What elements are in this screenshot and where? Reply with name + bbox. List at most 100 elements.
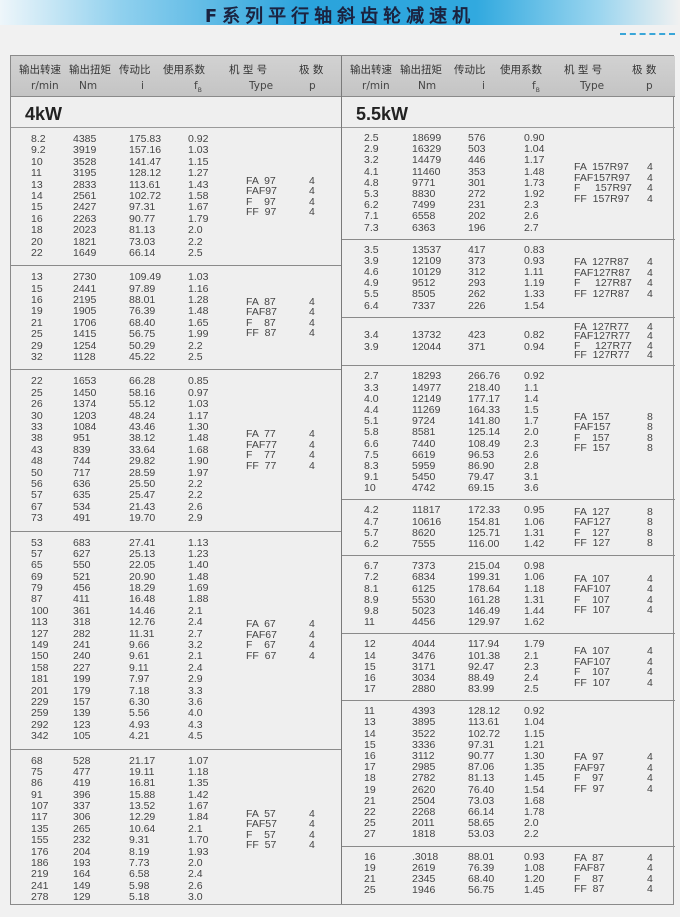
- cell-fb: 1.54: [524, 299, 545, 312]
- cell-torque: 4742: [412, 482, 436, 495]
- cell-torque: 10129: [412, 266, 442, 279]
- cell-ratio: 21.17: [129, 754, 156, 767]
- cell-speed: 27: [364, 828, 376, 841]
- cell-torque: 4393: [412, 705, 436, 718]
- cell-type: F 107: [574, 666, 610, 679]
- cell-ratio: 66.14: [468, 805, 495, 818]
- model-group: 2.5 18699 576 0.90 2.9 16329 503 1.04 3.2 14479 44…: [342, 128, 675, 240]
- cell-poles: 4: [309, 206, 315, 219]
- cell-fb: 2.1: [188, 650, 203, 663]
- cell-ratio: 12.76: [129, 616, 156, 629]
- cell-ratio: 9.31: [129, 834, 150, 847]
- cell-torque: 12149: [412, 392, 442, 405]
- cell-torque: 636: [73, 477, 91, 490]
- cell-fb: 1.04: [524, 143, 545, 156]
- cell-speed: 21: [364, 872, 376, 885]
- cell-poles: 4: [309, 828, 315, 841]
- cell-fb: 1.88: [188, 593, 209, 606]
- cell-poles: 8: [647, 505, 653, 518]
- cell-ratio: 14.46: [129, 604, 156, 617]
- header-torque-unit: Nm: [79, 80, 98, 92]
- cell-poles: 4: [647, 266, 653, 279]
- cell-fb: 1.30: [524, 750, 545, 763]
- type-line: FF 107 4: [342, 605, 675, 616]
- cell-fb: 0.93: [524, 850, 545, 863]
- cell-fb: 1.84: [188, 811, 209, 824]
- cell-poles: 4: [647, 320, 653, 333]
- cell-ratio: 97.31: [468, 738, 495, 751]
- cell-fb: 1.18: [188, 765, 209, 778]
- cell-poles: 4: [647, 883, 653, 896]
- type-line: FF 97 4: [342, 784, 675, 795]
- cell-poles: 4: [647, 862, 653, 875]
- cell-torque: .3018: [412, 850, 439, 863]
- cell-torque: 2427: [73, 201, 97, 214]
- cell-ratio: 373: [468, 254, 486, 267]
- cell-fb: 1.31: [524, 526, 545, 539]
- header-service-factor-label: 使用系数: [500, 64, 542, 76]
- header-torque-unit: Nm: [418, 80, 437, 92]
- cell-ratio: 161.28: [468, 593, 501, 606]
- cell-torque: 6558: [412, 210, 436, 223]
- type-line: FF 107 4: [342, 678, 675, 689]
- cell-poles: 4: [309, 327, 315, 340]
- cell-ratio: 73.03: [129, 235, 156, 248]
- cell-speed: 48: [31, 455, 43, 468]
- model-group: 68 528 21.17 1.07 75 477 19.11 1.18 86 419 16.81 1.…: [11, 750, 341, 910]
- cell-poles: 4: [309, 639, 315, 652]
- cell-ratio: 128.12: [129, 167, 162, 180]
- cell-speed: 22: [31, 375, 43, 388]
- cell-speed: 16: [364, 750, 376, 763]
- power-label: 5.5kW: [356, 104, 409, 124]
- cell-ratio: 90.77: [468, 750, 495, 763]
- cell-type: FAF127: [574, 516, 611, 529]
- cell-ratio: 12.29: [129, 811, 156, 824]
- cell-speed: 15: [31, 201, 43, 214]
- header-ratio-unit: i: [482, 80, 485, 92]
- cell-type: FF 157R97: [574, 192, 630, 205]
- cell-torque: 528: [73, 754, 91, 767]
- cell-type: FF 97: [574, 782, 605, 795]
- header-poles-label: 极 数: [632, 64, 657, 76]
- type-line: FA 157R97 4: [342, 162, 675, 173]
- type-line: FAF67 4: [11, 630, 341, 641]
- cell-fb: 1.65: [188, 316, 209, 329]
- cell-torque: 199: [73, 673, 91, 686]
- cell-type: FAF157R97: [574, 171, 631, 184]
- cell-torque: 265: [73, 822, 91, 835]
- cell-type: FAF57: [246, 818, 277, 831]
- cell-ratio: 129.97: [468, 616, 501, 629]
- cell-type: FF 127: [574, 537, 611, 550]
- type-line: FAF157R97 4: [342, 173, 675, 184]
- cell-poles: 4: [309, 185, 315, 198]
- cell-poles: 8: [647, 442, 653, 455]
- cell-type: FF 87: [246, 327, 277, 340]
- cell-ratio: 9.66: [129, 639, 150, 652]
- cell-fb: 1.92: [524, 187, 545, 200]
- cell-speed: 4.0: [364, 392, 379, 405]
- cell-speed: 7.2: [364, 571, 379, 584]
- cell-torque: 18699: [412, 132, 442, 144]
- cell-ratio: 79.47: [468, 471, 495, 484]
- cell-fb: 2.6: [524, 448, 539, 461]
- cell-fb: 2.0: [188, 857, 203, 870]
- cell-speed: 53: [31, 536, 43, 549]
- cell-torque: 717: [73, 466, 91, 479]
- cell-fb: 0.82: [524, 329, 545, 342]
- cell-torque: 9512: [412, 277, 436, 290]
- type-line: FA 97 4: [342, 752, 675, 763]
- type-line: FAF107 4: [342, 584, 675, 595]
- cell-ratio: 7.18: [129, 684, 150, 697]
- cell-speed: 86: [31, 777, 43, 790]
- cell-fb: 3.3: [188, 684, 203, 697]
- cell-ratio: 88.49: [468, 671, 495, 684]
- cell-poles: 4: [647, 339, 653, 352]
- cell-ratio: 218.40: [468, 381, 501, 394]
- cell-ratio: 86.90: [468, 459, 495, 472]
- cell-ratio: 5.56: [129, 707, 150, 720]
- cell-ratio: 18.29: [129, 582, 156, 595]
- type-line: FA 87 4: [11, 297, 341, 308]
- type-line: F 127R77 4: [342, 339, 675, 352]
- type-line: FAF157 8: [342, 422, 675, 433]
- header-service-factor-unit: fB: [532, 80, 540, 95]
